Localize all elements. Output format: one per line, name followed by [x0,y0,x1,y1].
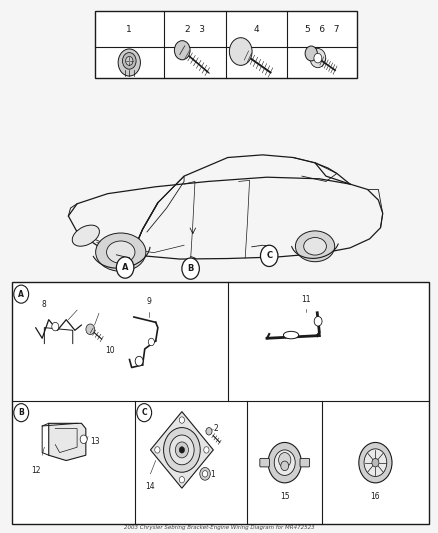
Circle shape [135,357,143,366]
Text: 9: 9 [147,297,152,306]
Bar [95,11,357,78]
Circle shape [179,417,184,423]
Text: 1: 1 [210,471,215,479]
Text: C: C [141,408,147,417]
Ellipse shape [106,241,135,263]
Circle shape [359,442,392,483]
Text: C: C [266,252,272,260]
Circle shape [314,53,322,63]
Circle shape [230,38,252,66]
Circle shape [170,435,194,465]
Circle shape [200,467,210,480]
Text: A: A [122,263,128,272]
Text: 14: 14 [145,482,155,491]
Circle shape [123,53,136,69]
Text: B: B [18,408,24,417]
Circle shape [372,458,379,467]
Text: 2003 Chrysler Sebring Bracket-Engine Wiring Diagram for MR472523: 2003 Chrysler Sebring Bracket-Engine Wir… [124,524,314,530]
Circle shape [52,322,59,331]
Circle shape [364,449,387,477]
Ellipse shape [95,233,146,271]
Text: 11: 11 [302,295,311,304]
FancyBboxPatch shape [300,458,310,467]
Circle shape [279,453,291,467]
Text: 5   6   7: 5 6 7 [304,25,339,34]
Circle shape [86,324,95,335]
Circle shape [126,56,133,66]
Circle shape [155,447,160,453]
Text: 2   3: 2 3 [185,25,205,34]
Text: A: A [18,289,24,298]
Circle shape [118,49,141,76]
Text: 15: 15 [280,492,290,502]
Circle shape [310,49,326,68]
Text: 13: 13 [90,438,100,447]
Circle shape [204,447,209,453]
Polygon shape [49,423,86,461]
Circle shape [202,471,208,477]
Text: 12: 12 [31,466,41,475]
FancyBboxPatch shape [260,458,269,467]
Ellipse shape [304,238,326,255]
Circle shape [175,442,188,458]
Bar [12,282,428,524]
Circle shape [281,461,289,471]
Text: 2: 2 [213,424,218,433]
Ellipse shape [295,231,335,262]
Text: 1: 1 [127,25,132,34]
Circle shape [14,403,28,422]
Text: 4: 4 [254,25,259,34]
Circle shape [163,427,200,472]
Circle shape [274,450,295,475]
Circle shape [148,338,154,346]
Circle shape [268,442,301,483]
Ellipse shape [283,332,299,339]
Circle shape [179,447,184,453]
Ellipse shape [72,225,99,246]
Circle shape [305,46,318,61]
Circle shape [80,435,87,443]
Polygon shape [150,411,213,488]
Circle shape [182,258,199,279]
Circle shape [206,427,212,435]
Circle shape [261,245,278,266]
Text: 8: 8 [42,300,47,309]
Circle shape [314,317,322,326]
Circle shape [174,41,190,60]
Circle shape [179,477,184,483]
Text: B: B [187,264,194,273]
Circle shape [137,403,152,422]
Circle shape [117,257,134,278]
Circle shape [14,285,28,303]
Text: 10: 10 [106,346,115,355]
Text: 16: 16 [371,492,380,502]
